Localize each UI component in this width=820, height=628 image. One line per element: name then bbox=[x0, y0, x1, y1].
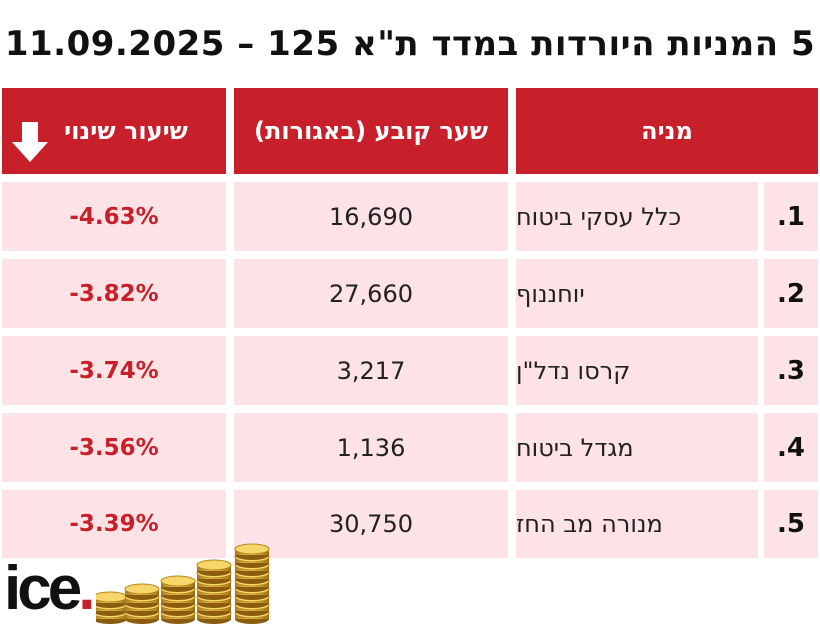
price-value: 27,660 bbox=[329, 279, 413, 308]
stock-name: כלל עסקי ביטוח bbox=[516, 202, 682, 231]
brand-logo: ice. bbox=[4, 558, 96, 620]
table-row-name: קרסו נדל"ן bbox=[516, 336, 758, 405]
header-price: שער קובע (באגורות) bbox=[234, 88, 508, 174]
change-value: -4.63% bbox=[69, 203, 159, 230]
stock-name: מגדל ביטוח bbox=[516, 433, 634, 462]
brand-logo-dot: . bbox=[78, 554, 95, 623]
price-value: 30,750 bbox=[329, 510, 413, 538]
table-row-price: 16,690 bbox=[234, 182, 508, 251]
table-row-name: כלל עסקי ביטוח bbox=[516, 182, 758, 251]
change-value: -3.56% bbox=[69, 434, 159, 461]
table-row-change: -3.82% bbox=[2, 259, 226, 328]
rank-number: 5. bbox=[777, 509, 805, 539]
table-row-price: 30,750 bbox=[234, 490, 508, 558]
header-stock-label: מניה bbox=[641, 117, 693, 145]
table-row-change: -3.39% bbox=[2, 490, 226, 558]
rank-number: 2. bbox=[777, 278, 805, 309]
page-title: 5 המניות היורדות במדד ת"א 125 – 11.09.20… bbox=[4, 24, 816, 64]
stock-name: קרסו נדל"ן bbox=[516, 356, 631, 385]
header-price-label: שער קובע (באגורות) bbox=[254, 117, 488, 145]
coin-stacks-icon bbox=[96, 543, 270, 624]
rank-number: 1. bbox=[777, 201, 805, 232]
rank-number: 3. bbox=[777, 355, 805, 386]
header-stock: מניה bbox=[516, 88, 818, 174]
rank-number: 4. bbox=[777, 432, 805, 463]
header-change: שיעור שינוי bbox=[2, 88, 226, 174]
table-row-name: יוחננוף bbox=[516, 259, 758, 328]
stock-name: יוחננוף bbox=[516, 279, 585, 308]
price-value: 1,136 bbox=[336, 433, 406, 462]
table-row-price: 3,217 bbox=[234, 336, 508, 405]
change-value: -3.39% bbox=[69, 511, 159, 537]
price-value: 16,690 bbox=[329, 202, 413, 231]
price-value: 3,217 bbox=[336, 356, 406, 385]
table-row-change: -3.56% bbox=[2, 413, 226, 482]
table-row-change: -3.74% bbox=[2, 336, 226, 405]
arrow-down-icon bbox=[12, 122, 48, 162]
stock-name: מנורה מב החז bbox=[516, 510, 663, 538]
table-row-change: -4.63% bbox=[2, 182, 226, 251]
table-row-price: 27,660 bbox=[234, 259, 508, 328]
page-title-bar: 5 המניות היורדות במדד ת"א 125 – 11.09.20… bbox=[0, 0, 820, 88]
table-row-rank: 1. bbox=[764, 182, 818, 251]
table-row-price: 1,136 bbox=[234, 413, 508, 482]
header-change-label: שיעור שינוי bbox=[64, 117, 188, 145]
change-value: -3.74% bbox=[69, 357, 159, 384]
change-value: -3.82% bbox=[69, 280, 159, 307]
table-row-rank: 3. bbox=[764, 336, 818, 405]
brand-logo-text: ice bbox=[4, 554, 82, 623]
table-row-name: מגדל ביטוח bbox=[516, 413, 758, 482]
table-row-rank: 5. bbox=[764, 490, 818, 558]
table-row-rank: 4. bbox=[764, 413, 818, 482]
table-row-name: מנורה מב החז bbox=[516, 490, 758, 558]
table-row-rank: 2. bbox=[764, 259, 818, 328]
